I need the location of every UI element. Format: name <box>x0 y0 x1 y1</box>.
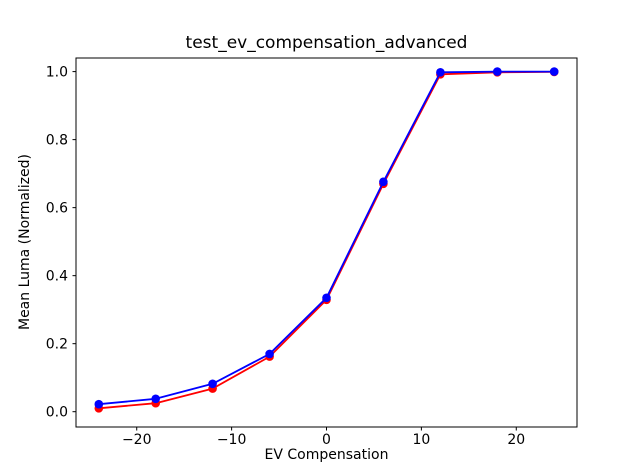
x-axis-label: EV Compensation <box>264 447 389 463</box>
y-axis-label: Mean Luma (Normalized) <box>17 153 33 331</box>
blue-series-marker <box>94 399 104 409</box>
y-tick-label: 0.0 <box>46 405 68 421</box>
y-tick-label: 0.8 <box>46 133 68 149</box>
blue-series-marker <box>493 67 502 76</box>
x-tick-label: 0 <box>322 432 331 448</box>
blue-series-marker <box>379 177 388 187</box>
x-tick-label: 10 <box>412 432 430 448</box>
x-tick-label: −20 <box>122 432 152 448</box>
y-tick-label: 1.0 <box>46 65 68 81</box>
blue-series-marker <box>151 394 160 404</box>
y-tick-label: 0.2 <box>46 337 68 353</box>
blue-series-line <box>97 70 556 406</box>
x-tick-label: 20 <box>507 432 525 448</box>
plot-border <box>75 57 578 428</box>
blue-series-marker <box>436 68 445 77</box>
blue-series-marker <box>322 293 331 303</box>
y-tick-label: 0.6 <box>46 201 68 217</box>
y-tick-label: 0.4 <box>46 269 68 285</box>
blue-series-marker <box>208 379 217 389</box>
x-tick-label: −10 <box>217 432 247 448</box>
chart-title: test_ev_compensation_advanced <box>185 33 468 53</box>
blue-series-marker <box>265 349 274 359</box>
red-series-line <box>97 71 556 410</box>
blue-series-marker <box>549 67 559 76</box>
